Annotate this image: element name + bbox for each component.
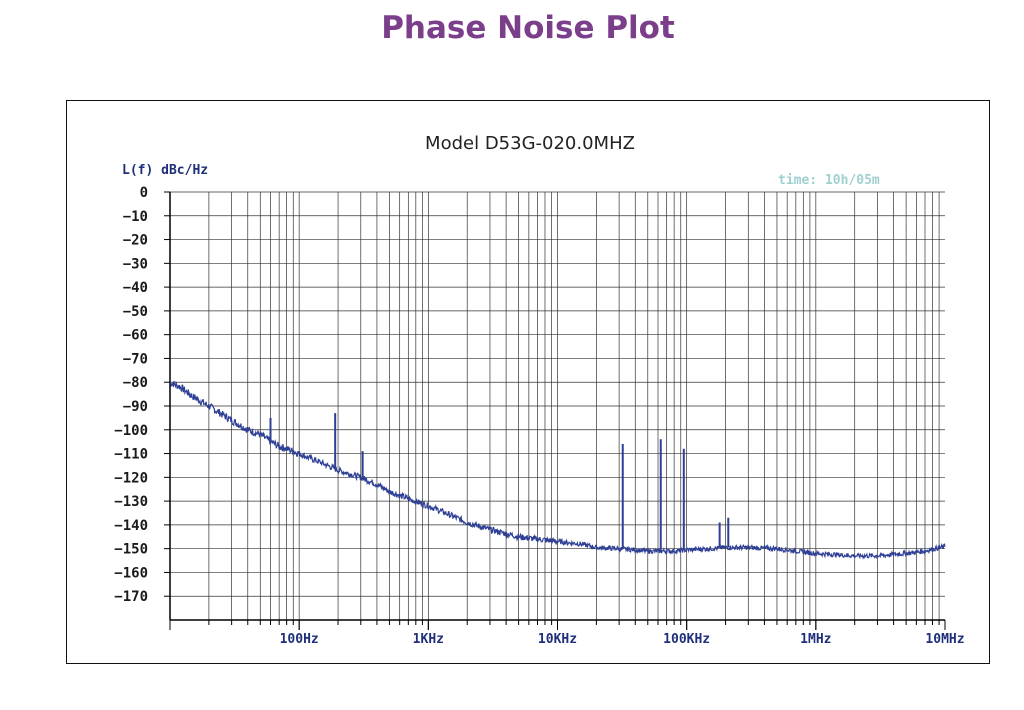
y-tick-label: −130	[114, 494, 148, 510]
y-tick-label: −170	[114, 589, 148, 605]
chart-title: Model D53G-020.0MHZ	[425, 133, 635, 154]
y-tick-label: −140	[114, 518, 148, 534]
y-tick-label: −90	[123, 399, 148, 415]
plot-frame	[66, 100, 990, 664]
y-tick-label: −40	[123, 280, 148, 296]
y-tick-label: −100	[114, 423, 148, 439]
y-tick-label: −150	[114, 542, 148, 558]
y-tick-label: −70	[123, 351, 148, 367]
y-tick-label: −50	[123, 304, 148, 320]
y-tick-label: −10	[123, 209, 148, 225]
y-tick-label: −30	[123, 256, 148, 272]
y-tick-label: −20	[123, 233, 148, 249]
x-tick-label: 1KHz	[413, 632, 444, 647]
y-tick-label: −160	[114, 565, 148, 581]
x-tick-label: 10KHz	[538, 632, 577, 647]
page-title: Phase Noise Plot	[381, 10, 675, 46]
y-tick-label: −110	[114, 447, 148, 463]
y-tick-label: −60	[123, 328, 148, 344]
noise-trace	[169, 380, 946, 560]
x-tick-label: 100KHz	[663, 632, 710, 647]
x-tick-label: 1MHz	[800, 632, 831, 647]
x-tick-label: 100Hz	[280, 632, 319, 647]
y-tick-label: −120	[114, 470, 148, 486]
y-tick-label: −80	[123, 375, 148, 391]
time-label: time: 10h/05m	[778, 173, 880, 188]
y-axis-label: L(f) dBc/Hz	[122, 163, 208, 178]
x-tick-label: 10MHz	[925, 632, 964, 647]
y-tick-label: 0	[140, 185, 148, 201]
